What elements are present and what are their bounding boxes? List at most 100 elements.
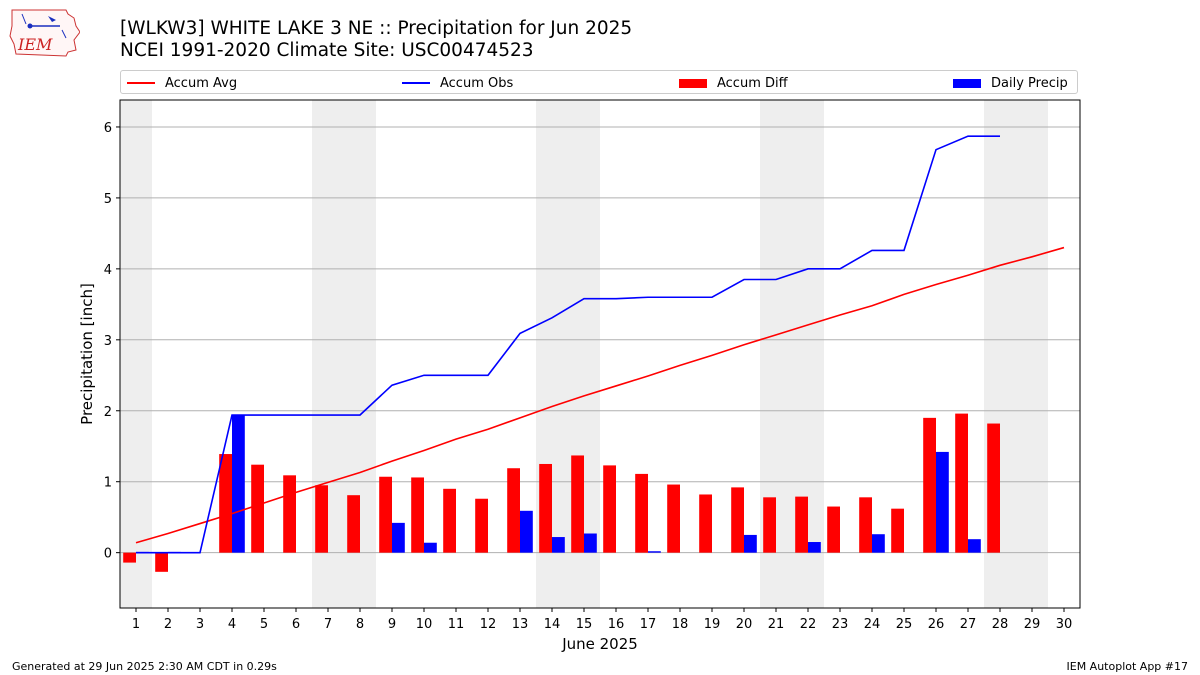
x-tick-label-13: 13: [512, 617, 529, 632]
legend-item-daily-precip: Daily Precip: [953, 74, 1068, 92]
y-tick-label-1: 1: [104, 476, 112, 491]
accum-diff-bar-day-9: [379, 476, 392, 553]
daily-precip-bar-day-27: [968, 539, 981, 553]
legend-swatch-accum-obs: [402, 82, 430, 84]
y-tick-label-3: 3: [104, 334, 112, 349]
daily-precip-bar-day-22: [808, 542, 821, 553]
accum-diff-bar-day-11: [443, 488, 456, 553]
accum-diff-bar-day-1: [123, 552, 136, 563]
accum-diff-bar-day-6: [283, 475, 296, 553]
x-tick-label-15: 15: [576, 617, 593, 632]
x-tick-label-4: 4: [228, 617, 236, 632]
accum-diff-bar-day-22: [795, 496, 808, 553]
iem-logo: IEM: [9, 9, 80, 57]
accum-obs-line: [136, 135, 1000, 554]
daily-precip-bar-day-13: [520, 510, 533, 553]
x-tick-label-23: 23: [832, 617, 849, 632]
daily-precip-bar-day-24: [872, 534, 885, 553]
shade-day-1: [120, 100, 152, 608]
x-tick-label-10: 10: [416, 617, 433, 632]
plot-frame: [119, 99, 1081, 609]
x-tick-label-24: 24: [864, 617, 881, 632]
legend-swatch-daily-precip: [953, 78, 981, 88]
accum-diff-bar-day-10: [411, 477, 424, 553]
accum-diff-bar-day-4: [219, 454, 232, 553]
app-label: IEM Autoplot App #17: [1066, 660, 1189, 673]
shade-day-29: [1016, 100, 1048, 608]
accum-diff-bar-day-8: [347, 495, 360, 553]
generated-timestamp: Generated at 29 Jun 2025 2:30 AM CDT in …: [12, 660, 277, 673]
daily-precip-bar-day-4: [232, 415, 245, 553]
accum-diff-bar-day-21: [763, 497, 776, 553]
y-tick-label-2: 2: [104, 405, 112, 420]
accum-avg-line: [135, 246, 1065, 544]
x-tick-label-28: 28: [992, 617, 1009, 632]
accum-diff-bar-day-26: [923, 417, 936, 553]
daily-precip-bar-day-26: [936, 451, 949, 553]
legend-label-accum-obs: Accum Obs: [440, 75, 514, 91]
chart-legend: Accum Avg Accum Obs Accum Diff Daily Pre…: [120, 70, 1078, 94]
x-axis-label: June 2025: [561, 635, 638, 653]
daily-precip-bar-day-17: [648, 551, 661, 553]
legend-swatch-accum-avg: [127, 82, 155, 84]
x-tick-label-1: 1: [132, 617, 140, 632]
x-tick-label-9: 9: [388, 617, 396, 632]
accum-diff-bar-day-18: [667, 484, 680, 553]
lines: [135, 135, 1065, 554]
accum-diff-bar-day-24: [859, 497, 872, 553]
accum-diff-bar-day-23: [827, 506, 840, 553]
legend-item-accum-obs: Accum Obs: [402, 74, 513, 92]
y-tick-label-0: 0: [104, 547, 112, 562]
legend-swatch-accum-diff: [679, 78, 707, 88]
accum-diff-bar-day-13: [507, 468, 520, 553]
accum-diff-bar-day-14: [539, 463, 552, 553]
accum-diff-bar-day-17: [635, 473, 648, 553]
x-tick-label-5: 5: [260, 617, 268, 632]
x-tick-label-8: 8: [356, 617, 364, 632]
accum-diff-bar-day-19: [699, 494, 712, 553]
x-tick-label-11: 11: [448, 617, 465, 632]
chart-title: [WLKW3] WHITE LAKE 3 NE :: Precipitation…: [120, 18, 633, 39]
y-tick-label-6: 6: [104, 121, 112, 136]
x-tick-label-18: 18: [672, 617, 689, 632]
x-tick-label-27: 27: [960, 617, 977, 632]
x-tick-label-7: 7: [324, 617, 332, 632]
daily-precip-bar-day-20: [744, 534, 757, 553]
daily-precip-bar-day-15: [584, 533, 597, 553]
x-tick-label-2: 2: [164, 617, 172, 632]
x-tick-label-25: 25: [896, 617, 913, 632]
accum-diff-bar-day-20: [731, 487, 744, 553]
y-axis-label: Precipitation [inch]: [78, 283, 96, 425]
legend-item-accum-avg: Accum Avg: [127, 74, 237, 92]
legend-label-accum-avg: Accum Avg: [165, 75, 238, 91]
x-tick-label-16: 16: [608, 617, 625, 632]
daily-precip-bar-day-14: [552, 537, 565, 553]
grid-lines: [120, 126, 1080, 554]
logo-text: IEM: [17, 35, 53, 54]
x-tick-label-26: 26: [928, 617, 945, 632]
legend-item-accum-diff: Accum Diff: [679, 74, 788, 92]
accum-diff-bar-day-7: [315, 485, 328, 553]
accum-diff-bar-day-28: [987, 423, 1000, 553]
y-tick-label-5: 5: [104, 192, 112, 207]
legend-label-daily-precip: Daily Precip: [991, 75, 1068, 91]
accum-diff-bar-day-16: [603, 465, 616, 553]
daily-precip-bar-day-9: [392, 522, 405, 553]
x-tick-label-21: 21: [768, 617, 785, 632]
daily-precip-bar-day-10: [424, 542, 437, 553]
x-tick-label-20: 20: [736, 617, 753, 632]
accum-diff-bar-day-5: [251, 464, 264, 553]
accum-diff-bar-day-25: [891, 508, 904, 553]
x-tick-label-14: 14: [544, 617, 561, 632]
accum-diff-bar-day-15: [571, 455, 584, 553]
x-tick-label-30: 30: [1056, 617, 1073, 632]
x-tick-label-22: 22: [800, 617, 817, 632]
y-tick-label-4: 4: [104, 263, 112, 278]
x-tick-label-12: 12: [480, 617, 497, 632]
accum-diff-bar-day-2: [155, 552, 168, 572]
bars: [123, 413, 1000, 572]
accum-diff-bar-day-27: [955, 413, 968, 553]
chart-subtitle: NCEI 1991-2020 Climate Site: USC00474523: [120, 40, 534, 61]
